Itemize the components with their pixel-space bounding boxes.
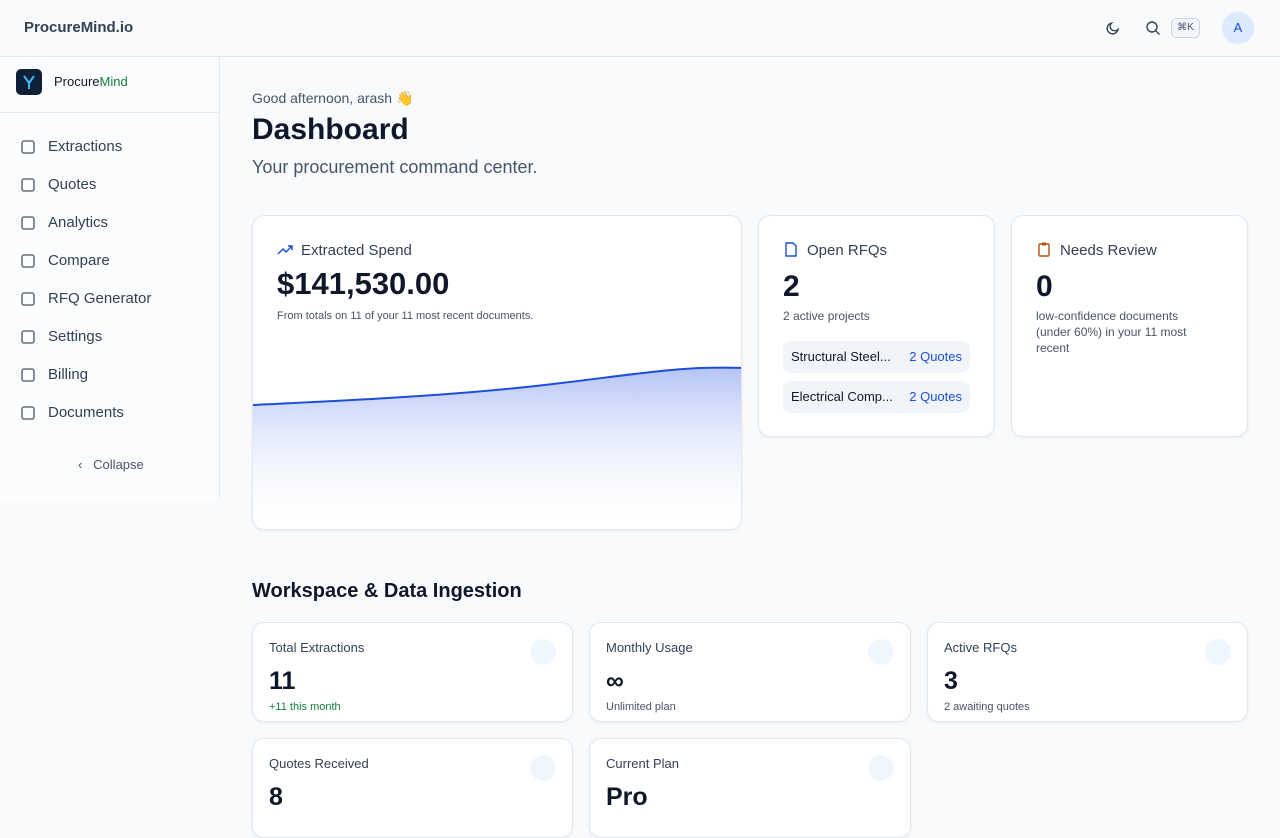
stat-value: Pro xyxy=(606,783,648,811)
stat-card: Current Plan Pro xyxy=(589,738,911,838)
nav-icon xyxy=(21,140,35,154)
stat-card: Active RFQs 3 2 awaiting quotes xyxy=(927,622,1248,722)
card-label: Extracted Spend xyxy=(301,242,412,259)
collapse-label: Collapse xyxy=(93,457,144,472)
stat-card: Monthly Usage ∞ Unlimited plan xyxy=(589,622,911,722)
stat-label: Current Plan xyxy=(606,756,679,771)
stat-note: Unlimited plan xyxy=(606,701,676,713)
stat-label: Active RFQs xyxy=(944,640,1017,655)
card-value: 0 xyxy=(1036,270,1053,303)
nav-icon xyxy=(21,178,35,192)
nav-item[interactable]: RFQ Generator xyxy=(0,282,219,316)
nav-icon xyxy=(21,330,35,344)
nav-item[interactable]: Billing xyxy=(0,358,219,392)
spend-sparkline xyxy=(253,366,741,529)
nav-item[interactable]: Extractions xyxy=(0,130,219,164)
nav-icon xyxy=(21,216,35,230)
clipboard-icon xyxy=(1038,242,1050,257)
nav-item[interactable]: Documents xyxy=(0,396,219,430)
stat-icon xyxy=(868,755,894,781)
page-title: Dashboard xyxy=(252,113,409,146)
rfq-quotes: 2 Quotes xyxy=(909,389,962,404)
card-note: 2 active projects xyxy=(783,309,870,323)
section-title: Workspace & Data Ingestion xyxy=(252,580,522,602)
nav-item[interactable]: Settings xyxy=(0,320,219,354)
brand-part: Procure xyxy=(54,74,100,89)
sidebar-brand: ProcureMind xyxy=(54,74,128,89)
nav-label: Analytics xyxy=(48,214,109,231)
stat-label: Total Extractions xyxy=(269,640,365,655)
card-value: 2 xyxy=(783,270,800,303)
spend-card: Extracted Spend $141,530.00 From totals … xyxy=(252,215,742,530)
rfq-quotes: 2 Quotes xyxy=(909,349,962,364)
stat-label: Monthly Usage xyxy=(606,640,693,655)
stat-note: +11 this month xyxy=(269,701,341,713)
stat-value: 8 xyxy=(269,783,283,811)
card-note: From totals on 11 of your 11 most recent… xyxy=(277,310,534,322)
card-label: Needs Review xyxy=(1060,242,1157,259)
rfq-name: Structural Steel... xyxy=(791,349,891,364)
avatar[interactable]: A xyxy=(1222,12,1254,44)
page-subtitle: Your procurement command center. xyxy=(252,157,538,177)
nav-label: Billing xyxy=(48,366,89,383)
nav-icon xyxy=(21,292,35,306)
rfq-name: Electrical Comp... xyxy=(791,389,893,404)
nav-icon xyxy=(21,368,35,382)
stat-card: Quotes Received 8 xyxy=(252,738,573,838)
card-label: Open RFQs xyxy=(807,242,888,259)
nav-item[interactable]: Compare xyxy=(0,244,219,278)
shortcut: ⌘K xyxy=(1171,18,1200,38)
topbar: ProcureMind.io ⌘K A xyxy=(0,0,1280,57)
brand[interactable]: ProcureMind.io xyxy=(24,19,134,36)
card-value: $141,530.00 xyxy=(277,266,450,301)
review-card: Needs Review 0 low-confidence documents … xyxy=(1011,215,1248,437)
stat-icon xyxy=(530,755,556,781)
sidebar: ProcureMind Extractions Quotes Analytics Co… xyxy=(0,57,220,500)
nav-item[interactable]: Analytics xyxy=(0,206,219,240)
stat-value: 3 xyxy=(944,667,958,695)
stat-card: Total Extractions 11 +11 this month xyxy=(252,622,573,722)
divider xyxy=(0,112,219,113)
nav-label: Documents xyxy=(48,404,124,421)
nav-icon xyxy=(21,254,35,268)
doc-icon xyxy=(785,242,797,257)
stat-value: 11 xyxy=(269,667,296,695)
nav-label: Settings xyxy=(48,328,103,345)
search[interactable] xyxy=(1145,20,1161,36)
rfq-card: Open RFQs 2 2 active projects Structural… xyxy=(758,215,995,437)
stat-icon xyxy=(868,639,894,665)
brand-part: Mind xyxy=(99,74,128,89)
nav-icon xyxy=(21,406,35,420)
rfq-item[interactable]: Structural Steel... 2 Quotes xyxy=(783,341,970,373)
logo xyxy=(16,69,42,95)
nav-label: RFQ Generator xyxy=(48,290,152,307)
stat-icon xyxy=(530,639,556,665)
rfq-item[interactable]: Electrical Comp... 2 Quotes xyxy=(783,381,970,413)
collapse[interactable]: ‹ Collapse xyxy=(78,457,144,472)
greeting: Good afternoon, arash 👋 xyxy=(252,90,414,106)
stat-label: Quotes Received xyxy=(269,756,369,771)
stat-value: ∞ xyxy=(606,667,624,695)
stat-note: 2 awaiting quotes xyxy=(944,701,1030,713)
card-note: low-confidence documents (under 60%) in … xyxy=(1036,309,1187,355)
nav-label: Extractions xyxy=(48,138,123,155)
stat-icon xyxy=(1205,639,1231,665)
nav-label: Compare xyxy=(48,252,110,269)
trend-icon xyxy=(277,245,293,255)
nav-item[interactable]: Quotes xyxy=(0,168,219,202)
nav-label: Quotes xyxy=(48,176,97,193)
theme-toggle[interactable] xyxy=(1105,20,1121,36)
